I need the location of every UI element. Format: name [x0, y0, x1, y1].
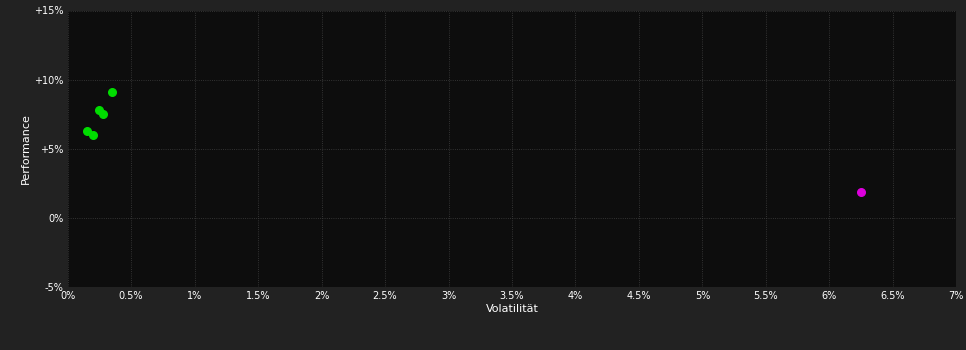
- Point: [85, 132, 100, 138]
- Point: [96, 111, 111, 117]
- Point: [92, 107, 107, 113]
- Point: [79, 128, 95, 134]
- Point: [853, 189, 868, 194]
- Y-axis label: Performance: Performance: [21, 113, 31, 184]
- X-axis label: Volatilität: Volatilität: [486, 304, 538, 314]
- Point: [104, 89, 120, 95]
